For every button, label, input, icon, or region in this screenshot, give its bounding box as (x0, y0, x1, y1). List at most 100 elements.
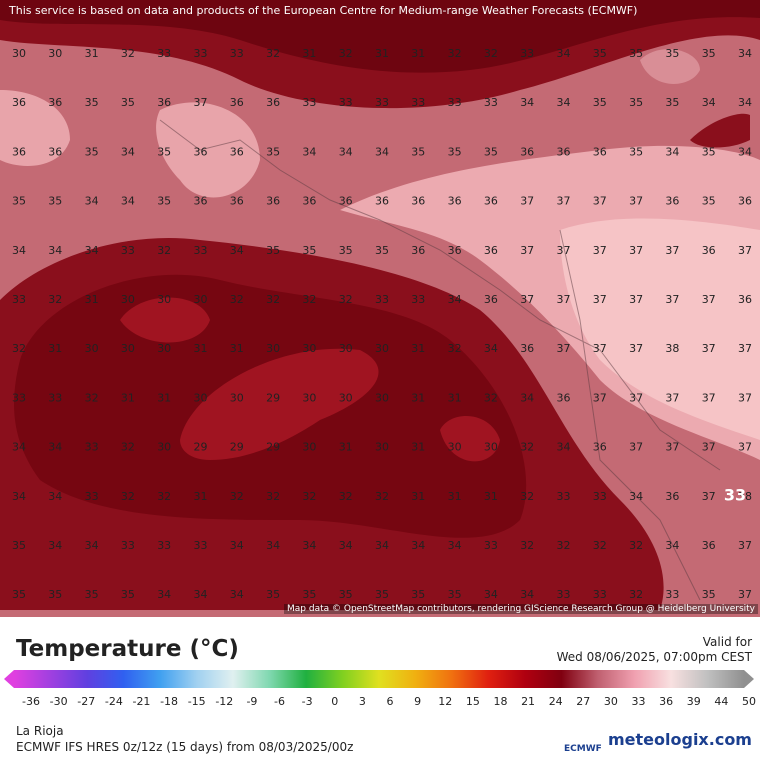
grid-value: 34 (557, 441, 571, 454)
grid-value: 34 (375, 539, 389, 552)
grid-value: 35 (12, 195, 26, 208)
grid-value: 33 (12, 293, 26, 306)
grid-value: 32 (339, 47, 353, 60)
grid-value: 35 (665, 96, 679, 109)
grid-value: 36 (411, 195, 425, 208)
grid-value: 33 (121, 539, 135, 552)
grid-value: 30 (302, 391, 316, 404)
grid-value: 36 (230, 195, 244, 208)
grid-value: 34 (738, 145, 752, 158)
scale-tick: 33 (631, 695, 646, 708)
grid-value: 30 (157, 293, 171, 306)
grid-value: 30 (194, 293, 208, 306)
grid-value: 30 (375, 342, 389, 355)
grid-value: 37 (520, 293, 534, 306)
grid-value: 33 (520, 47, 534, 60)
grid-value: 34 (520, 391, 534, 404)
grid-value: 37 (520, 195, 534, 208)
grid-value: 37 (702, 293, 716, 306)
grid-value: 35 (157, 145, 171, 158)
grid-value: 31 (194, 342, 208, 355)
grid-value: 36 (702, 244, 716, 257)
grid-value: 34 (557, 96, 571, 109)
grid-value: 33 (484, 96, 498, 109)
grid-value: 32 (230, 293, 244, 306)
grid-value: 30 (266, 342, 280, 355)
grid-value: 35 (339, 588, 353, 601)
grid-value: 35 (411, 588, 425, 601)
grid-value: 34 (738, 96, 752, 109)
grid-value: 34 (484, 342, 498, 355)
grid-value: 32 (266, 490, 280, 503)
grid-value: 37 (665, 441, 679, 454)
grid-value: 36 (266, 96, 280, 109)
grid-value: 32 (593, 539, 607, 552)
grid-value: 33 (665, 588, 679, 601)
grid-value: 34 (520, 96, 534, 109)
grid-value: 35 (266, 145, 280, 158)
grid-value: 37 (557, 195, 571, 208)
grid-value: 34 (121, 195, 135, 208)
grid-value: 35 (85, 96, 99, 109)
grid-value: 36 (448, 244, 462, 257)
grid-value: 29 (266, 441, 280, 454)
scale-tick: -6 (274, 695, 286, 708)
grid-value: 34 (48, 441, 62, 454)
grid-value: 35 (629, 96, 643, 109)
color-scale-ticks: -36 -30 -27 -24 -21 -18 -15 -12 -9 -6 -3 0 3 6 9 12 15 18… (0, 695, 760, 711)
valid-time: Wed 08/06/2025, 07:00pm CEST (556, 650, 752, 664)
grid-value: 31 (85, 47, 99, 60)
grid-value: 32 (302, 490, 316, 503)
valid-label: Valid for (702, 635, 752, 649)
grid-value: 36 (48, 96, 62, 109)
scale-tick: 27 (576, 695, 591, 708)
grid-value: 35 (85, 145, 99, 158)
grid-value: 30 (448, 441, 462, 454)
grid-value: 36 (738, 293, 752, 306)
grid-value: 34 (194, 588, 208, 601)
grid-value: 34 (484, 588, 498, 601)
grid-value: 31 (411, 441, 425, 454)
grid-value: 36 (484, 195, 498, 208)
grid-value: 35 (448, 588, 462, 601)
grid-value: 32 (339, 490, 353, 503)
grid-value: 36 (557, 145, 571, 158)
grid-value: 36 (12, 145, 26, 158)
grid-value: 29 (194, 441, 208, 454)
grid-value: 36 (230, 96, 244, 109)
grid-value: 35 (593, 47, 607, 60)
grid-value: 33 (85, 441, 99, 454)
grid-value: 34 (85, 244, 99, 257)
grid-value: 36 (266, 195, 280, 208)
grid-value: 34 (339, 145, 353, 158)
scale-tick: 9 (414, 695, 422, 708)
grid-value: 32 (121, 47, 135, 60)
grid-value: 30 (484, 441, 498, 454)
grid-value: 32 (375, 490, 389, 503)
grid-value: 36 (484, 293, 498, 306)
grid-value: 35 (702, 145, 716, 158)
grid-value: 29 (266, 391, 280, 404)
grid-value: 36 (593, 145, 607, 158)
scale-tick: -27 (77, 695, 96, 708)
grid-value: 33 (375, 293, 389, 306)
grid-value: 30 (157, 441, 171, 454)
disclaimer: This service is based on data and produc… (9, 4, 638, 17)
grid-value: 34 (12, 244, 26, 257)
grid-value: 37 (629, 293, 643, 306)
grid-value: 37 (593, 244, 607, 257)
grid-value: 36 (593, 441, 607, 454)
grid-value: 30 (48, 47, 62, 60)
grid-value: 34 (48, 539, 62, 552)
grid-value: 34 (121, 145, 135, 158)
grid-value: 35 (12, 539, 26, 552)
grid-value: 32 (302, 293, 316, 306)
grid-value: 37 (593, 342, 607, 355)
grid-value: 36 (339, 195, 353, 208)
grid-value: 37 (629, 391, 643, 404)
grid-value: 34 (375, 145, 389, 158)
scale-tick: 50 (742, 695, 756, 708)
grid-value: 30 (194, 391, 208, 404)
grid-value: 36 (665, 195, 679, 208)
